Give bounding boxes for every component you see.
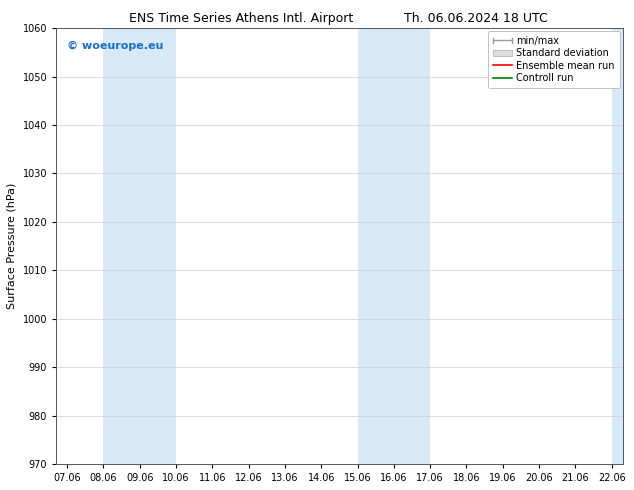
Text: Th. 06.06.2024 18 UTC: Th. 06.06.2024 18 UTC <box>404 12 547 25</box>
Legend: min/max, Standard deviation, Ensemble mean run, Controll run: min/max, Standard deviation, Ensemble me… <box>488 31 619 88</box>
Text: ENS Time Series Athens Intl. Airport: ENS Time Series Athens Intl. Airport <box>129 12 353 25</box>
Title: ENS Time Series Athens Intl. Airport          Th. 06.06.2024 18 UTC: ENS Time Series Athens Intl. Airport Th.… <box>0 489 1 490</box>
Bar <box>612 28 623 464</box>
Y-axis label: Surface Pressure (hPa): Surface Pressure (hPa) <box>7 183 17 309</box>
Bar <box>358 28 430 464</box>
Bar <box>103 28 176 464</box>
Text: © woeurope.eu: © woeurope.eu <box>67 41 164 51</box>
